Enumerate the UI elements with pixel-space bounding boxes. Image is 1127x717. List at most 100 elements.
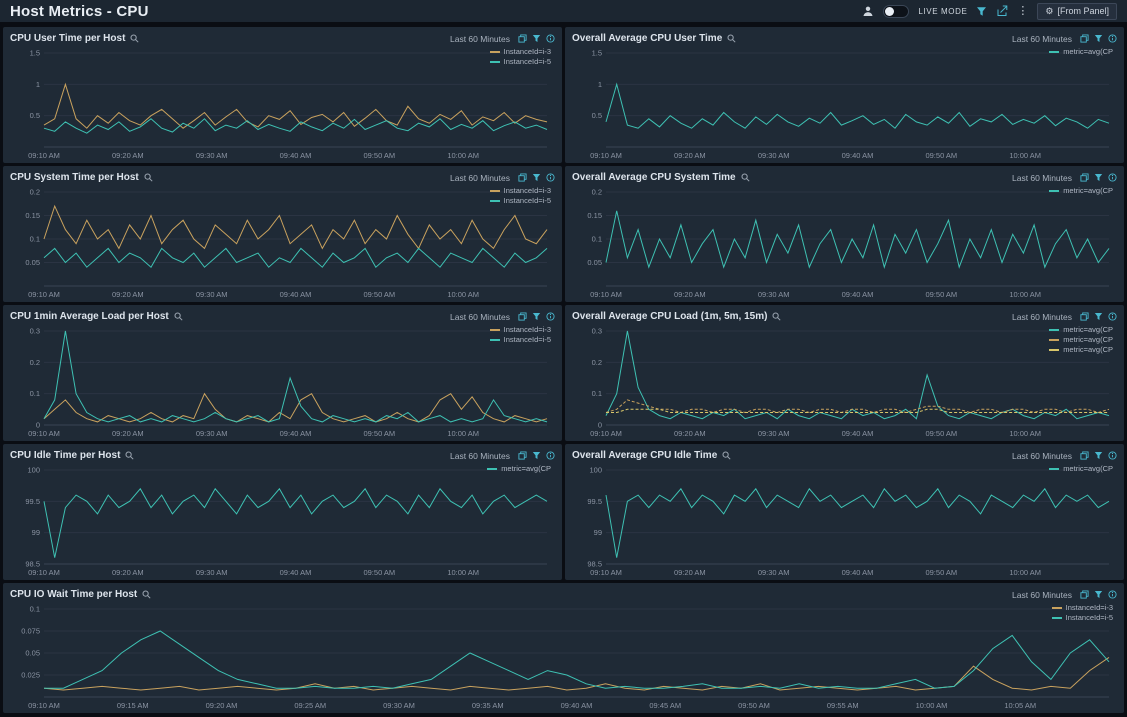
panel-title: Overall Average CPU Idle Time: [572, 450, 718, 461]
svg-text:09:10 AM: 09:10 AM: [590, 290, 622, 299]
open-panel-icon[interactable]: [518, 312, 527, 321]
svg-text:09:50 AM: 09:50 AM: [363, 151, 395, 160]
time-series-chart[interactable]: 0 0.1 0.2 0.3 09:10 AM 09:20 AM 09:30 AM 09:40 …: [572, 324, 1117, 439]
zoom-icon[interactable]: [722, 451, 731, 460]
svg-text:09:30 AM: 09:30 AM: [196, 429, 228, 438]
info-icon[interactable]: [546, 312, 555, 321]
info-icon[interactable]: [546, 34, 555, 43]
legend-item[interactable]: InstanceId=i-3: [489, 47, 551, 56]
open-panel-icon[interactable]: [1080, 590, 1089, 599]
time-series-chart[interactable]: 0.5 1 1.5 09:10 AM 09:20 AM 09:30 AM 09:40 AM 0…: [10, 46, 555, 161]
svg-text:09:45 AM: 09:45 AM: [649, 701, 681, 710]
svg-text:09:30 AM: 09:30 AM: [196, 290, 228, 299]
svg-text:10:00 AM: 10:00 AM: [1009, 290, 1041, 299]
open-panel-icon[interactable]: [518, 34, 527, 43]
chart-area: 0.025 0.05 0.075 0.1 09:10 AM 09:15 AM 09:20 A…: [10, 602, 1117, 711]
time-series-chart[interactable]: 98.5 99 99.5 100 09:10 AM 09:20 AM 09:30 AM 09:…: [10, 463, 555, 578]
legend-label: InstanceId=i-5: [503, 335, 551, 344]
live-mode-toggle[interactable]: [883, 4, 910, 18]
time-series-chart[interactable]: 0 0.1 0.2 0.3 09:10 AM 09:20 AM 09:30 AM 09:40 …: [10, 324, 555, 439]
zoom-icon[interactable]: [142, 590, 151, 599]
info-icon[interactable]: [1108, 173, 1117, 182]
legend-label: metric=avg(CP: [1063, 47, 1113, 56]
zoom-icon[interactable]: [741, 173, 750, 182]
open-panel-icon[interactable]: [1080, 312, 1089, 321]
open-panel-icon[interactable]: [1080, 173, 1089, 182]
legend-item[interactable]: metric=avg(CP: [1049, 335, 1113, 344]
zoom-icon[interactable]: [144, 173, 153, 182]
legend-item[interactable]: metric=avg(CP: [1049, 464, 1113, 473]
panel-title: CPU IO Wait Time per Host: [10, 589, 138, 600]
legend-item[interactable]: metric=avg(CP: [487, 464, 551, 473]
info-icon[interactable]: [1108, 590, 1117, 599]
svg-text:0.1: 0.1: [592, 235, 602, 244]
filter-icon[interactable]: [532, 34, 541, 43]
legend-item[interactable]: InstanceId=i-3: [489, 186, 551, 195]
legend-item[interactable]: metric=avg(CP: [1049, 345, 1113, 354]
more-menu-icon[interactable]: ⋮: [1017, 4, 1029, 17]
filter-icon[interactable]: [1094, 34, 1103, 43]
info-icon[interactable]: [1108, 34, 1117, 43]
time-series-chart[interactable]: 0.05 0.1 0.15 0.2 09:10 AM 09:20 AM 09:30 AM 09…: [572, 185, 1117, 300]
legend-item[interactable]: metric=avg(CP: [1049, 186, 1113, 195]
chart-area: 0.05 0.1 0.15 0.2 09:10 AM 09:20 AM 09:30 AM 09…: [10, 185, 555, 300]
filter-icon[interactable]: [1094, 451, 1103, 460]
live-mode-label: LIVE MODE: [918, 6, 968, 16]
svg-text:09:10 AM: 09:10 AM: [28, 429, 60, 438]
legend-item[interactable]: InstanceId=i-5: [1051, 613, 1113, 622]
legend-item[interactable]: InstanceId=i-5: [489, 196, 551, 205]
legend-item[interactable]: InstanceId=i-5: [489, 335, 551, 344]
svg-text:09:40 AM: 09:40 AM: [842, 429, 874, 438]
open-panel-icon[interactable]: [1080, 34, 1089, 43]
open-panel-icon[interactable]: [1080, 451, 1089, 460]
share-icon[interactable]: [996, 5, 1008, 17]
legend-item[interactable]: metric=avg(CP: [1049, 325, 1113, 334]
time-range-label: Last 60 Minutes: [1011, 589, 1072, 600]
svg-text:99: 99: [594, 528, 602, 537]
open-panel-icon[interactable]: [518, 451, 527, 460]
time-series-chart[interactable]: 0.05 0.1 0.15 0.2 09:10 AM 09:20 AM 09:30 AM 09…: [10, 185, 555, 300]
user-icon[interactable]: [862, 5, 874, 17]
info-icon[interactable]: [546, 173, 555, 182]
svg-text:10:00 AM: 10:00 AM: [447, 568, 479, 577]
panel-header: CPU IO Wait Time per Host Last 60 Minute…: [10, 587, 1117, 602]
panel-actions: Last 60 Minutes: [1012, 34, 1117, 44]
filter-icon[interactable]: [976, 6, 987, 17]
svg-text:100: 100: [589, 466, 602, 475]
svg-text:09:50 AM: 09:50 AM: [363, 568, 395, 577]
legend-item[interactable]: metric=avg(CP: [1049, 47, 1113, 56]
zoom-icon[interactable]: [130, 34, 139, 43]
filter-icon[interactable]: [532, 451, 541, 460]
zoom-icon[interactable]: [125, 451, 134, 460]
filter-icon[interactable]: [532, 312, 541, 321]
legend-item[interactable]: InstanceId=i-3: [489, 325, 551, 334]
time-range-label: Last 60 Minutes: [1011, 450, 1072, 461]
legend-label: metric=avg(CP: [1063, 186, 1113, 195]
legend-swatch: [489, 199, 500, 202]
svg-text:09:50 AM: 09:50 AM: [363, 429, 395, 438]
time-range-label: Last 60 Minutes: [449, 311, 510, 322]
filter-icon[interactable]: [532, 173, 541, 182]
info-icon[interactable]: [1108, 451, 1117, 460]
time-series-chart[interactable]: 98.5 99 99.5 100 09:10 AM 09:20 AM 09:30 AM 09:…: [572, 463, 1117, 578]
legend-item[interactable]: InstanceId=i-5: [489, 57, 551, 66]
legend-swatch: [489, 189, 500, 192]
open-panel-icon[interactable]: [518, 173, 527, 182]
zoom-icon[interactable]: [174, 312, 183, 321]
filter-icon[interactable]: [1094, 590, 1103, 599]
zoom-icon[interactable]: [727, 34, 736, 43]
info-icon[interactable]: [1108, 312, 1117, 321]
from-panel-button[interactable]: ⚙ [From Panel]: [1037, 2, 1117, 20]
panel-actions: Last 60 Minutes: [450, 451, 555, 461]
filter-icon[interactable]: [1094, 173, 1103, 182]
filter-icon[interactable]: [1094, 312, 1103, 321]
time-series-chart[interactable]: 0.025 0.05 0.075 0.1 09:10 AM 09:15 AM 09:20 A…: [10, 602, 1117, 711]
zoom-icon[interactable]: [772, 312, 782, 321]
panel-header: CPU System Time per Host Last 60 Minutes: [10, 170, 555, 185]
svg-text:09:15 AM: 09:15 AM: [117, 701, 149, 710]
legend-label: metric=avg(CP: [1063, 325, 1113, 334]
legend-item[interactable]: InstanceId=i-3: [1051, 603, 1113, 612]
svg-text:100: 100: [27, 466, 40, 475]
time-series-chart[interactable]: 0.5 1 1.5 09:10 AM 09:20 AM 09:30 AM 09:40 AM 0…: [572, 46, 1117, 161]
info-icon[interactable]: [546, 451, 555, 460]
